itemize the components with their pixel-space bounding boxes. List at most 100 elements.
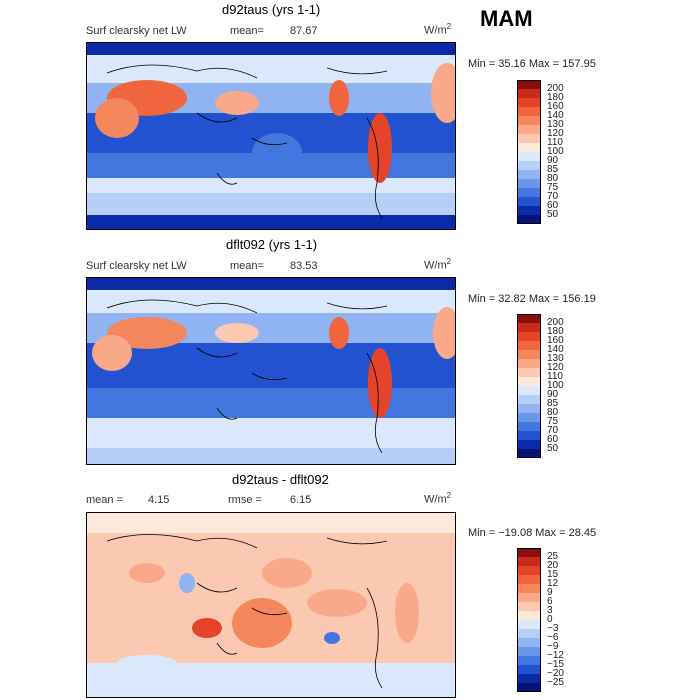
colorbar-tick-label: 3	[547, 605, 553, 616]
colorbar-swatch	[517, 440, 541, 449]
panel1-units: W/m2	[424, 22, 452, 37]
colorbar-tick-label: 12	[547, 578, 559, 589]
colorbar-swatch	[517, 449, 541, 458]
colorbar-tick-label: 9	[547, 587, 553, 598]
colorbar-swatch	[517, 575, 541, 584]
colorbar-tick-label: 120	[547, 362, 564, 373]
colorbar-tick-label: 60	[547, 434, 559, 445]
colorbar-tick-label: 85	[547, 398, 559, 409]
colorbar-swatch	[517, 620, 541, 629]
colorbar-tick-label: 50	[547, 209, 559, 220]
colorbar-swatch	[517, 332, 541, 341]
colorbar-swatch	[517, 611, 541, 620]
colorbar-tick-label: −9	[547, 641, 559, 652]
colorbar-tick-label: 0	[547, 614, 553, 625]
panel3-mean-label: mean =	[86, 494, 123, 506]
panel3-mean-value: 4.15	[148, 494, 170, 506]
colorbar-tick-label: −15	[547, 659, 564, 670]
colorbar-swatch	[517, 350, 541, 359]
colorbar-tick-label: 180	[547, 92, 564, 103]
colorbar-tick-label: 75	[547, 182, 559, 193]
colorbar-tick-label: 110	[547, 371, 563, 382]
colorbar-swatch	[517, 674, 541, 683]
colorbar-swatch	[517, 188, 541, 197]
colorbar-tick-label: 70	[547, 425, 559, 436]
colorbar-tick-label: −25	[547, 677, 564, 688]
colorbar-swatch	[517, 665, 541, 674]
colorbar-swatch	[517, 89, 541, 98]
colorbar-tick-label: −3	[547, 623, 559, 634]
panel1-title: d92taus (yrs 1-1)	[222, 2, 321, 17]
panel3-rmse-label: rmse =	[228, 494, 262, 506]
colorbar-tick-label: 100	[547, 380, 564, 391]
colorbar-swatch	[517, 80, 541, 89]
panel2-units: W/m2	[424, 257, 452, 272]
colorbar-swatch	[517, 215, 541, 224]
colorbar-tick-label: 70	[547, 191, 559, 202]
colorbar-swatch	[517, 593, 541, 602]
colorbar-swatch	[517, 179, 541, 188]
panel3-min-max: Min = −19.08 Max = 28.45	[468, 527, 597, 539]
panel2-min-max: Min = 32.82 Max = 156.19	[468, 293, 596, 305]
panel1-min-max: Min = 35.16 Max = 157.95	[468, 58, 596, 70]
colorbar-swatch	[517, 368, 541, 377]
colorbar-swatch	[517, 431, 541, 440]
colorbar-tick-label: 25	[547, 551, 559, 562]
panel3-map-plot	[87, 513, 455, 697]
colorbar-tick-label: 80	[547, 173, 559, 184]
colorbar-swatch	[517, 107, 541, 116]
colorbar-swatch	[517, 548, 541, 557]
colorbar-tick-label: 75	[547, 416, 559, 427]
colorbar-swatch	[517, 656, 541, 665]
colorbar-swatch	[517, 386, 541, 395]
colorbar-tick-label: 120	[547, 128, 564, 139]
colorbar-tick-label: −20	[547, 668, 564, 679]
colorbar-swatch	[517, 629, 541, 638]
colorbar-swatch	[517, 683, 541, 692]
colorbar-tick-label: 130	[547, 353, 564, 364]
colorbar-tick-label: 200	[547, 317, 564, 328]
colorbar-swatch	[517, 566, 541, 575]
colorbar-tick-label: 180	[547, 326, 564, 337]
panel1-map-plot	[87, 43, 455, 229]
panel2-variable-label: Surf clearsky net LW	[86, 260, 187, 272]
colorbar-tick-label: 130	[547, 119, 564, 130]
colorbar-tick-label: 20	[547, 560, 559, 571]
colorbar-swatch	[517, 197, 541, 206]
panel1-map	[86, 42, 456, 230]
colorbar-tick-label: 140	[547, 110, 564, 121]
colorbar-tick-label: 160	[547, 101, 564, 112]
season-label: MAM	[480, 6, 533, 31]
panel2-map	[86, 277, 456, 465]
colorbar-tick-label: 80	[547, 407, 559, 418]
colorbar-swatch	[517, 161, 541, 170]
colorbar-tick-label: 6	[547, 596, 553, 607]
colorbar-swatch	[517, 422, 541, 431]
colorbar-swatch	[517, 584, 541, 593]
panel1-variable-label: Surf clearsky net LW	[86, 25, 187, 37]
panel3-title: d92taus - dflt092	[232, 472, 329, 487]
colorbar-tick-label: −12	[547, 650, 564, 661]
colorbar-swatch	[517, 359, 541, 368]
colorbar-swatch	[517, 647, 541, 656]
colorbar-swatch	[517, 170, 541, 179]
colorbar-swatch	[517, 602, 541, 611]
colorbar-tick-label: 100	[547, 146, 564, 157]
colorbar-swatch	[517, 404, 541, 413]
colorbar-swatch	[517, 638, 541, 647]
colorbar-tick-label: 110	[547, 137, 563, 148]
panel2-mean-label: mean=	[230, 260, 264, 272]
colorbar-swatch	[517, 98, 541, 107]
colorbar-tick-label: −6	[547, 632, 559, 643]
colorbar-swatch	[517, 557, 541, 566]
panel2-mean-value: 83.53	[290, 260, 318, 272]
colorbar-tick-label: 15	[547, 569, 559, 580]
colorbar-swatch	[517, 395, 541, 404]
panel1-mean-value: 87.67	[290, 25, 318, 37]
colorbar-swatch	[517, 323, 541, 332]
panel3-map	[86, 512, 456, 698]
colorbar-tick-label: 90	[547, 389, 559, 400]
panel2-map-plot	[87, 278, 455, 464]
colorbar-tick-label: 60	[547, 200, 559, 211]
panel1-mean-label: mean=	[230, 25, 264, 37]
